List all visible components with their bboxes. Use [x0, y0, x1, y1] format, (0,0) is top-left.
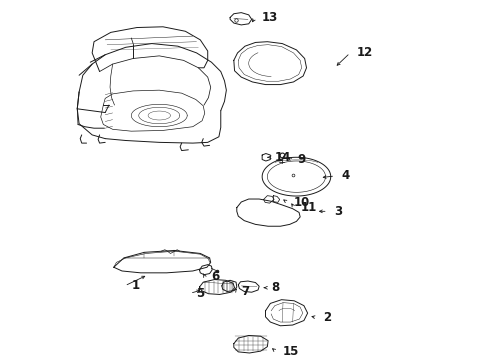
Text: 4: 4 — [342, 170, 350, 183]
Text: 10: 10 — [294, 195, 310, 208]
Text: 6: 6 — [212, 270, 220, 283]
Text: 11: 11 — [301, 201, 317, 214]
Text: 12: 12 — [357, 46, 373, 59]
Text: 8: 8 — [271, 281, 279, 294]
Text: 9: 9 — [297, 153, 305, 166]
Text: 5: 5 — [196, 287, 205, 300]
Text: 1: 1 — [131, 279, 140, 292]
Text: 15: 15 — [282, 345, 298, 357]
Text: 7: 7 — [241, 285, 249, 298]
Text: 13: 13 — [262, 11, 278, 24]
Text: 3: 3 — [335, 205, 343, 218]
Text: 14: 14 — [275, 151, 291, 164]
Text: 2: 2 — [323, 311, 331, 324]
